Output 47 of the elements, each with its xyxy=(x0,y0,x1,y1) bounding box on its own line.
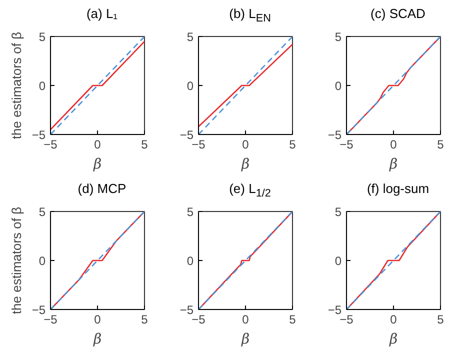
x-tick-label: 0 xyxy=(390,138,398,152)
y-tick-label: −5 xyxy=(328,303,342,317)
x-tick-label: 5 xyxy=(141,138,148,152)
line-series xyxy=(50,212,144,310)
x-tick-label: 5 xyxy=(437,312,444,326)
y-tick-label: −5 xyxy=(180,128,194,142)
x-axis-title: β xyxy=(388,332,398,348)
y-tick-label: 5 xyxy=(38,205,46,219)
x-axis-title: β xyxy=(92,332,102,348)
x-axis-title: β xyxy=(240,156,250,172)
y-tick-label: −5 xyxy=(180,303,194,317)
chart-title: (d) MCP xyxy=(76,180,128,198)
y-tick-label: 0 xyxy=(38,79,46,93)
chart-title: (c) SCAD xyxy=(370,5,426,23)
y-tick-label: −5 xyxy=(32,128,46,142)
x-tick-label: 0 xyxy=(94,312,102,326)
y-tick-label: 5 xyxy=(334,30,342,44)
x-axis-title: β xyxy=(388,156,398,172)
y-tick-label: 5 xyxy=(38,30,46,44)
x-tick-label: 5 xyxy=(437,138,444,152)
x-tick-label: 5 xyxy=(289,138,296,152)
x-tick-label: 0 xyxy=(242,138,250,152)
chart-title: (f) log-sum xyxy=(366,180,430,198)
x-tick-label: 5 xyxy=(141,312,148,326)
x-tick-label: 0 xyxy=(242,312,250,326)
x-axis-title: β xyxy=(240,332,250,348)
y-tick-label: 0 xyxy=(38,254,46,268)
y-tick-label: 5 xyxy=(186,30,194,44)
x-tick-label: 0 xyxy=(390,312,398,326)
chart-title: (b) L$_{EN}$ xyxy=(228,5,272,27)
y-tick-label: 0 xyxy=(334,254,342,268)
chart-title: (a) L₁ xyxy=(85,5,119,23)
x-tick-label: 0 xyxy=(94,138,102,152)
y-tick-label: 0 xyxy=(334,79,342,93)
y-tick-label: 5 xyxy=(334,205,342,219)
x-tick-label: 5 xyxy=(289,312,296,326)
line-series xyxy=(346,212,440,310)
line-series xyxy=(198,212,292,310)
y-tick-label: 0 xyxy=(186,79,194,93)
x-axis-title: β xyxy=(92,156,102,172)
y-axis-title: the estimators of β xyxy=(8,32,24,140)
y-tick-label: 5 xyxy=(186,205,194,219)
chart-title: (e) L$_{1/2}$ xyxy=(228,180,272,202)
y-axis-title: the estimators of β xyxy=(8,206,24,314)
y-tick-label: −5 xyxy=(328,128,342,142)
y-tick-label: −5 xyxy=(32,303,46,317)
y-tick-label: 0 xyxy=(186,254,194,268)
